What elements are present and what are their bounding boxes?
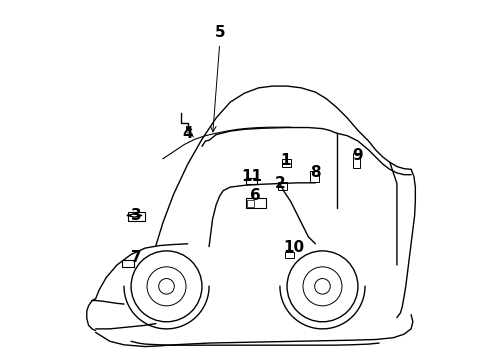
Circle shape: [314, 279, 329, 294]
Text: 7: 7: [131, 251, 142, 265]
Circle shape: [159, 279, 174, 294]
Text: 6: 6: [249, 188, 260, 203]
Text: 9: 9: [352, 148, 363, 163]
Text: 2: 2: [274, 176, 285, 191]
Text: 1: 1: [280, 153, 290, 168]
Text: 4: 4: [182, 126, 193, 141]
Text: 10: 10: [283, 240, 304, 255]
Text: 3: 3: [131, 208, 142, 223]
Text: 5: 5: [214, 26, 224, 40]
Text: 11: 11: [241, 169, 262, 184]
Text: 8: 8: [309, 165, 320, 180]
